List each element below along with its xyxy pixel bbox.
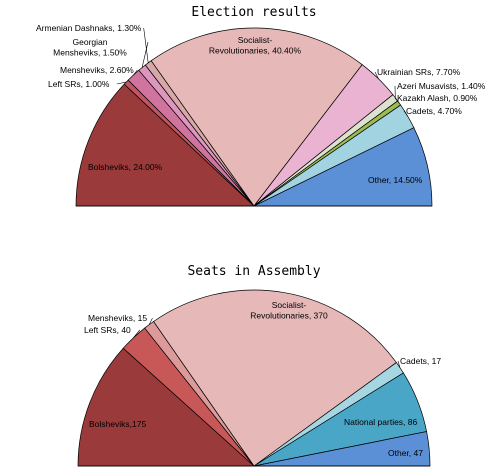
chart-2-labels: Bolsheviks,175 Left SRs, 40 Mensheviks, 15… [84, 300, 441, 458]
slice-label: Bolsheviks,175 [89, 419, 146, 429]
slice-label: Left SRs, 1.00% [48, 79, 110, 89]
slice-label: Socialist-Revolutionaries, 370 [250, 300, 328, 321]
chart-1-labels: Bolsheviks, 24.00% Left SRs, 1.00% Menshev… [36, 23, 486, 185]
slice-label: Mensheviks, 2.60% [60, 65, 134, 75]
slice-label: Kazakh Alash, 0.90% [397, 93, 478, 103]
slice-label: Azeri Musavists, 1.40% [397, 81, 486, 91]
leader-line [133, 329, 141, 338]
chart-2-leader-lines [133, 317, 401, 368]
slice-label: Socialist-Revolutionaries, 40.40% [209, 35, 302, 56]
slice-socialist-revolutionaries [153, 289, 397, 467]
leader-line [397, 360, 401, 368]
chart-2-slices [77, 289, 431, 467]
slice-label: Cadets, 4.70% [406, 106, 462, 116]
slice-label: Left SRs, 40 [84, 325, 131, 335]
leader-line [116, 81, 127, 85]
slice-label: Cadets, 17 [400, 356, 441, 366]
leader-line [394, 97, 400, 104]
slice-socialist-revolutionaries [150, 27, 363, 207]
leader-line [143, 27, 149, 63]
slice-label: National parties, 86 [344, 417, 418, 427]
chart-1-slices [75, 27, 433, 207]
chart-2-title: Seats in Assembly [187, 264, 320, 279]
slice-label: Armenian Dashnaks, 1.30% [36, 23, 142, 33]
leader-line [403, 110, 408, 117]
chart-1-leader-lines [116, 27, 408, 117]
slice-label: Other, 47 [388, 448, 423, 458]
slice-label: Other, 14.50% [368, 175, 423, 185]
chart-1-title: Election results [191, 5, 316, 20]
slice-label: Georgian Mensheviks, 1.50% [53, 37, 127, 58]
leader-line [148, 317, 153, 325]
leader-line [374, 71, 379, 79]
slice-bolsheviks [75, 83, 255, 207]
leader-line [141, 41, 149, 68]
leader-line [133, 69, 138, 76]
slice-bolsheviks [77, 347, 255, 467]
slice-label: Bolsheviks, 24.00% [88, 162, 163, 172]
slice-label: Mensheviks, 15 [88, 313, 147, 323]
slice-label: Ukrainian SRs, 7.70% [377, 67, 461, 77]
